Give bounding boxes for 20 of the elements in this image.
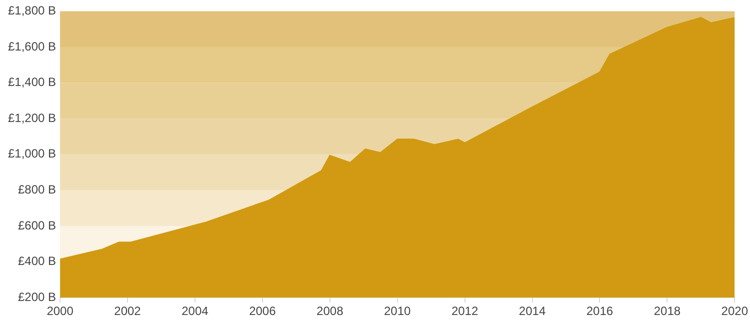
x-tick-label: 2016 [586,304,614,318]
y-tick-label: £400 B [18,254,56,268]
y-tick-label: £1,200 B [8,110,56,125]
y-tick-label: £1,400 B [8,75,56,90]
y-tick-label: £800 B [18,182,56,197]
x-tick-label: 2012 [451,304,478,318]
x-tick-label: 2006 [249,304,276,318]
x-tick-label: 2018 [654,304,681,318]
x-tick-label: 2008 [316,304,344,318]
x-tick-label: 2000 [46,304,74,318]
y-tick-label: £1,600 B [8,39,56,54]
y-tick-label: £200 B [18,290,56,304]
x-tick-label: 2014 [518,304,546,318]
x-tick-label: 2020 [721,304,748,318]
y-tick-label: £600 B [18,218,56,232]
x-tick-label: 2010 [384,304,412,318]
x-tick-label: 2004 [182,304,209,318]
y-tick-label: £1,000 B [8,146,56,161]
x-tick-label: 2002 [114,304,142,318]
y-tick-label: £1,800 B [8,4,56,18]
